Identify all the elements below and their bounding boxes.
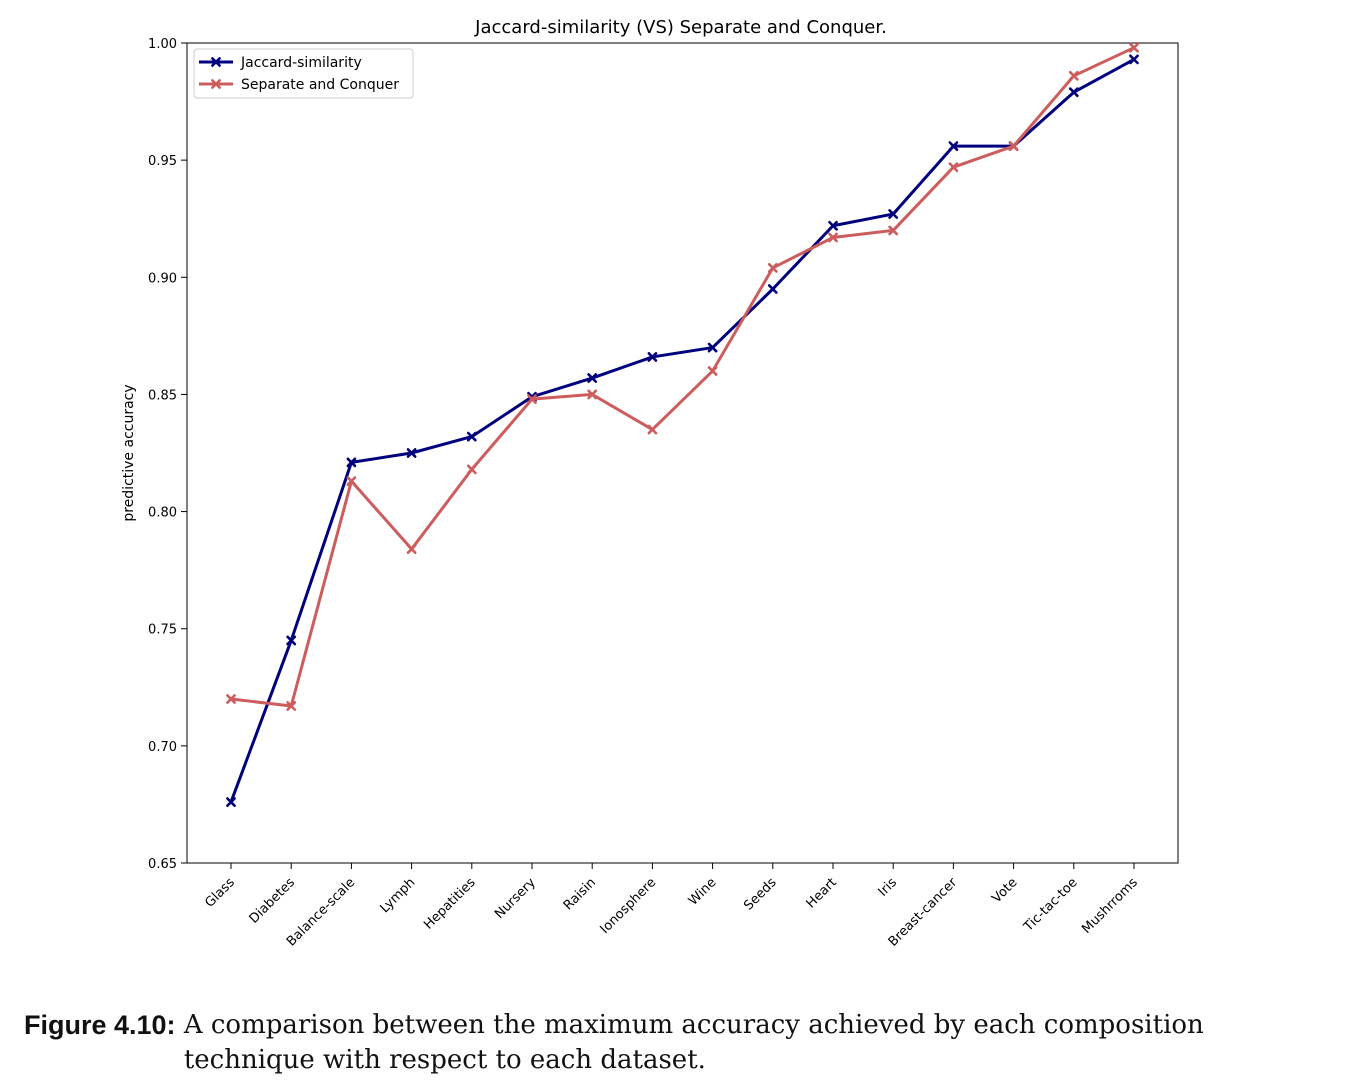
data-point <box>1129 54 1139 65</box>
y-tick-label: 0.75 <box>148 623 177 638</box>
data-point <box>406 544 417 554</box>
legend-marker <box>211 57 221 67</box>
data-point <box>767 263 778 273</box>
data-point <box>406 448 417 458</box>
data-point <box>707 366 718 376</box>
legend: Jaccard-similarity Separate and Conquer <box>193 48 414 99</box>
y-tick-label: 1.00 <box>148 37 177 52</box>
legend-box <box>193 48 414 99</box>
data-point <box>647 352 658 362</box>
data-point <box>286 635 297 646</box>
line-chart: Jaccard-similarity (VS) Separate and Con… <box>121 17 1179 950</box>
x-tick-label: Wine <box>686 875 720 909</box>
x-tick-label: Seeds <box>741 875 780 914</box>
data-point <box>948 162 959 173</box>
data-point <box>1068 70 1079 81</box>
data-point <box>587 389 598 400</box>
y-tick-label: 0.95 <box>148 154 177 169</box>
data-point <box>888 209 899 219</box>
data-point <box>226 694 236 704</box>
data-point <box>1129 42 1139 53</box>
data-point <box>767 284 778 294</box>
legend-label: Separate and Conquer <box>241 77 399 93</box>
y-tick-label: 0.70 <box>148 740 177 755</box>
x-tick-label: Lymph <box>377 875 418 916</box>
data-point <box>466 431 477 442</box>
x-tick-label: Heart <box>804 875 840 911</box>
x-tick-label: Raisin <box>561 875 599 913</box>
legend-label: Jaccard-similarity <box>240 55 362 71</box>
caption-text: A comparison between the maximum accurac… <box>183 1010 1204 1075</box>
data-point <box>226 797 236 807</box>
data-point <box>346 476 357 487</box>
data-point <box>647 424 658 435</box>
chart-title: Jaccard-similarity (VS) Separate and Con… <box>474 17 887 38</box>
y-tick-label: 0.65 <box>148 857 177 872</box>
x-tick-label: Vote <box>989 875 1020 906</box>
x-tick-label: Hepatities <box>421 875 479 933</box>
series-layer <box>226 42 1139 807</box>
legend-marker <box>211 79 221 89</box>
data-point <box>346 457 357 468</box>
series-line <box>229 58 1135 803</box>
data-point <box>587 373 598 383</box>
x-tick-label: Mushrroms <box>1079 875 1141 937</box>
x-tick-label: Diabetes <box>247 875 299 927</box>
series-1 <box>226 54 1139 807</box>
x-tick-label: Ionosphere <box>597 875 659 937</box>
data-point <box>828 220 838 231</box>
y-axis: 0.65 0.70 0.75 0.80 0.85 0.90 0.95 1.00 <box>148 37 187 872</box>
data-point <box>948 141 959 151</box>
data-point <box>1068 87 1079 98</box>
data-point <box>286 701 297 711</box>
figure-caption: Figure 4.10: A comparison between the ma… <box>24 1008 1344 1078</box>
y-tick-label: 0.85 <box>148 388 177 403</box>
data-point <box>707 342 718 353</box>
data-point <box>527 394 537 405</box>
x-tick-label: Glass <box>202 875 238 911</box>
x-tick-label: Tic-tac-toe <box>1021 875 1081 935</box>
plot-frame <box>186 42 1179 864</box>
y-tick-label: 0.90 <box>148 271 177 286</box>
x-tick-label: Iris <box>876 875 901 900</box>
x-tick-label: Nursery <box>492 875 539 922</box>
y-tick-label: 0.80 <box>148 506 177 521</box>
data-point <box>466 464 477 475</box>
y-axis-label: predictive accuracy <box>121 384 137 521</box>
data-point <box>1008 141 1019 151</box>
series-line <box>230 46 1135 708</box>
series-2 <box>226 42 1139 711</box>
data-point <box>888 225 899 236</box>
data-point <box>828 232 838 243</box>
caption-label: Figure 4.10: <box>24 1010 176 1040</box>
